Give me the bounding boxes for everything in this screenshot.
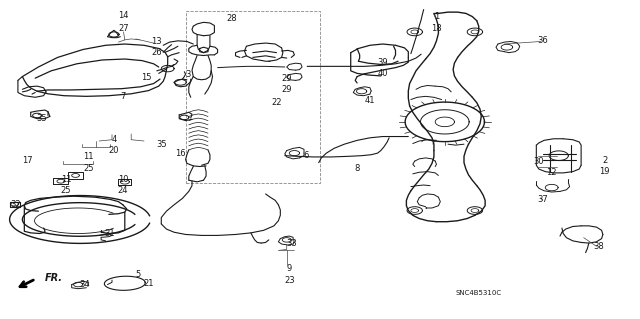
Text: 29: 29	[282, 74, 292, 83]
Text: 4: 4	[111, 135, 116, 144]
Text: 27: 27	[118, 24, 129, 33]
Text: 29: 29	[282, 85, 292, 94]
Text: 24: 24	[118, 186, 128, 195]
Text: 28: 28	[227, 14, 237, 23]
Text: 15: 15	[141, 73, 151, 82]
Text: 13: 13	[152, 37, 162, 46]
Text: 12: 12	[547, 168, 557, 177]
Text: 7: 7	[120, 92, 125, 101]
Text: 22: 22	[271, 98, 282, 107]
Text: 19: 19	[600, 167, 610, 176]
Text: 21: 21	[143, 279, 154, 288]
Text: 23: 23	[284, 276, 294, 285]
Text: 32: 32	[11, 200, 21, 209]
Text: 33: 33	[286, 239, 296, 248]
Text: 9: 9	[287, 264, 292, 273]
Text: 20: 20	[109, 146, 119, 155]
Text: 18: 18	[431, 24, 442, 33]
Text: 16: 16	[175, 149, 186, 158]
Text: 10: 10	[118, 175, 128, 184]
Text: 2: 2	[602, 156, 607, 165]
Text: 3: 3	[186, 70, 191, 78]
Text: 37: 37	[538, 195, 548, 204]
Text: 6: 6	[303, 151, 308, 160]
Text: 35: 35	[156, 140, 166, 149]
Text: 17: 17	[22, 156, 33, 165]
Text: 1: 1	[434, 12, 439, 21]
Text: 31: 31	[105, 229, 115, 238]
Text: 26: 26	[152, 48, 162, 57]
Text: 25: 25	[61, 186, 71, 195]
Text: 41: 41	[365, 96, 375, 105]
Text: 8: 8	[355, 164, 360, 173]
Text: 11: 11	[61, 175, 71, 184]
Text: FR.: FR.	[45, 272, 63, 283]
Text: 30: 30	[534, 157, 544, 166]
Text: 35: 35	[36, 114, 47, 123]
Text: 38: 38	[593, 242, 604, 251]
Text: 25: 25	[83, 164, 93, 173]
Text: 14: 14	[118, 11, 129, 20]
Text: 34: 34	[79, 280, 90, 289]
Text: 11: 11	[83, 152, 93, 161]
Text: 39: 39	[378, 58, 388, 67]
Text: SNC4B5310C: SNC4B5310C	[456, 290, 502, 296]
Text: 36: 36	[538, 36, 548, 45]
Text: 40: 40	[378, 69, 388, 78]
Text: 5: 5	[135, 270, 140, 279]
